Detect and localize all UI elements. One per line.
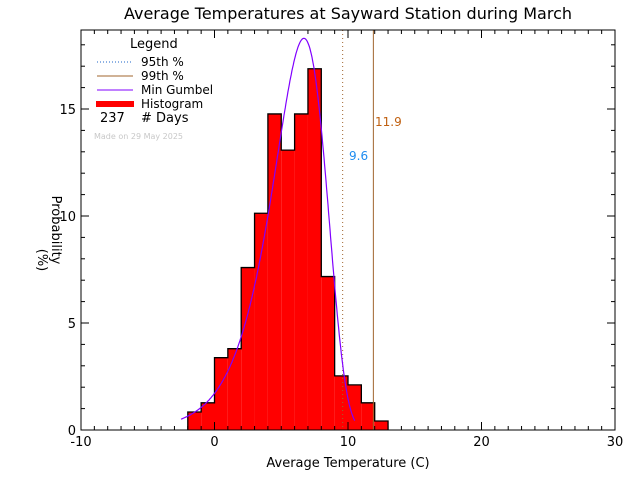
histogram-bar bbox=[201, 402, 215, 430]
legend: Legend 95th % 99th % Min Gumbel Histogra… bbox=[94, 37, 213, 141]
y-tick-label: 5 bbox=[68, 317, 76, 332]
histogram-bar bbox=[254, 213, 268, 430]
legend-days-label: # Days bbox=[141, 111, 189, 126]
histogram-bar bbox=[321, 276, 335, 430]
x-tick-label: 0 bbox=[210, 435, 218, 450]
x-tick-label: 20 bbox=[473, 435, 490, 450]
histogram-bar bbox=[281, 150, 295, 430]
histogram-bar bbox=[334, 375, 348, 430]
histogram-bar bbox=[348, 384, 362, 430]
y-axis-label: Probability bbox=[48, 196, 63, 265]
chart-title: Average Temperatures at Sayward Station … bbox=[124, 4, 572, 23]
histogram-bar bbox=[361, 402, 375, 430]
y-tick-label: 0 bbox=[68, 424, 76, 439]
x-axis-label: Average Temperature (C) bbox=[266, 456, 429, 471]
legend-p95-label: 95th % bbox=[141, 55, 184, 69]
y-axis-units: (%) bbox=[34, 249, 49, 272]
p95-label: 9.6 bbox=[349, 149, 368, 163]
p99-label: 11.9 bbox=[375, 115, 402, 129]
made-on-note: Made on 29 May 2025 bbox=[94, 132, 183, 141]
y-tick-label: 10 bbox=[59, 210, 76, 225]
histogram-bar bbox=[227, 348, 242, 430]
legend-hist-label: Histogram bbox=[141, 97, 203, 111]
x-tick-label: 30 bbox=[607, 435, 624, 450]
x-tick-label: -10 bbox=[70, 435, 91, 450]
histogram-bar bbox=[241, 267, 255, 430]
histogram-bar bbox=[214, 357, 228, 430]
histogram-bar bbox=[307, 68, 322, 430]
histogram-bar bbox=[187, 412, 202, 430]
legend-title: Legend bbox=[130, 37, 178, 52]
y-tick-label: 15 bbox=[59, 103, 76, 118]
legend-days-count: 237 bbox=[100, 111, 125, 126]
legend-gumbel-label: Min Gumbel bbox=[141, 83, 213, 97]
histogram-outline bbox=[187, 68, 389, 430]
legend-p99-label: 99th % bbox=[141, 69, 184, 83]
gumbel-curve bbox=[180, 37, 356, 421]
x-tick-label: 10 bbox=[340, 435, 357, 450]
histogram-bar bbox=[374, 421, 389, 430]
legend-hist-swatch bbox=[96, 101, 134, 107]
histogram-bar bbox=[267, 113, 282, 430]
histogram-bar bbox=[294, 113, 308, 430]
